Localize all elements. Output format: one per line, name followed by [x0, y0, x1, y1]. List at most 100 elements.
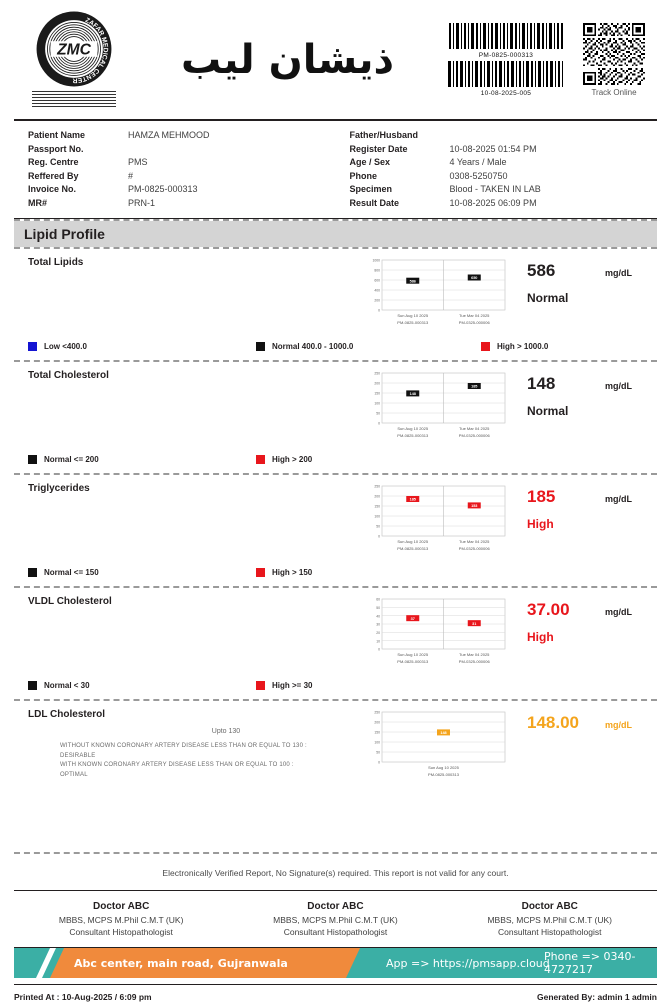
- section-divider-top: [14, 219, 657, 221]
- chart-point: [437, 729, 450, 736]
- svg-text:200: 200: [374, 495, 380, 499]
- svg-text:ZMC: ZMC: [56, 41, 92, 58]
- legend-item: Low <400.0: [28, 342, 256, 351]
- doctor-designation: Consultant Histopathologist: [498, 927, 602, 937]
- chart-point: [467, 383, 481, 389]
- lab-report-page: ZAFAR MEDICAL CENTER ZMC ذيشان ليب: [14, 11, 658, 1002]
- info-label: Reg. Centre: [28, 157, 79, 167]
- svg-text:100: 100: [374, 741, 380, 745]
- result-status: Normal: [527, 291, 569, 305]
- ribbon-app-url[interactable]: App => https://pmsapp.cloud: [386, 956, 550, 970]
- svg-text:37: 37: [411, 617, 415, 621]
- svg-text:250: 250: [374, 372, 380, 376]
- zmc-logo-icon: ZAFAR MEDICAL CENTER ZMC: [36, 11, 112, 87]
- info-row: Father/Husband: [350, 129, 658, 143]
- generated-by: Generated By: admin 1 admin: [537, 992, 657, 1002]
- svg-text:50: 50: [376, 412, 380, 416]
- svg-text:Sun Aug 10 2025: Sun Aug 10 2025: [397, 426, 428, 431]
- legend-label: High > 150: [272, 568, 313, 577]
- barcode-top-label: PM-0825-000313: [478, 51, 534, 59]
- section-title: Lipid Profile: [24, 226, 105, 242]
- svg-text:200: 200: [374, 382, 380, 386]
- legend-swatch-icon: [28, 681, 37, 690]
- svg-text:586: 586: [410, 279, 416, 283]
- info-value: 0308-5250750: [449, 170, 508, 181]
- svg-text:250: 250: [374, 485, 380, 489]
- svg-text:0: 0: [378, 761, 380, 765]
- info-value: 4 Years / Male: [449, 157, 507, 167]
- svg-text:PM-0825-000313: PM-0825-000313: [397, 659, 429, 664]
- doctor-designation: Consultant Histopathologist: [283, 927, 388, 937]
- svg-text:0: 0: [378, 422, 380, 426]
- lab-title-box: ذيشان ليب: [134, 37, 441, 83]
- legend-label: Normal <= 200: [44, 455, 99, 464]
- doctor-designation: Consultant Histopathologist: [69, 927, 173, 937]
- svg-text:250: 250: [374, 711, 380, 715]
- result-status: High: [527, 517, 554, 531]
- svg-text:Sun Aug 10 2025: Sun Aug 10 2025: [397, 313, 428, 318]
- test-divider: [14, 247, 657, 249]
- info-label: Patient Name: [28, 130, 86, 140]
- doctor-name: Doctor ABC: [93, 901, 150, 912]
- header-divider: [14, 119, 657, 121]
- test-note-line: WITHOUT KNOWN CORONARY ARTERY DISEASE LE…: [60, 743, 307, 749]
- test-divider: [14, 360, 657, 362]
- chart-point: [467, 502, 481, 509]
- logo-underlines: [32, 91, 116, 109]
- svg-text:50: 50: [376, 606, 380, 610]
- svg-text:200: 200: [374, 721, 380, 725]
- test-legend: Normal < 30 High >= 30: [14, 675, 657, 695]
- result-unit: mg/dL: [605, 494, 632, 504]
- test-legend: Normal <= 150 High > 150: [14, 562, 657, 582]
- legend-item: Normal <= 150: [28, 568, 256, 577]
- qr-group[interactable]: Track Online: [571, 22, 657, 97]
- info-value: HAMZA MEHMOOD: [128, 130, 210, 140]
- result-unit: mg/dL: [605, 607, 632, 617]
- footer-divider-top: [14, 890, 657, 891]
- print-info-row: Printed At : 10-Aug-2025 / 6:09 pm Gener…: [14, 985, 657, 1002]
- svg-text:400: 400: [374, 289, 380, 293]
- test-row: Total Cholesterol 0 50 100 150 200 250 148 185 Su…: [14, 362, 657, 473]
- result-value: 185: [527, 487, 556, 506]
- info-label: Specimen: [349, 184, 393, 194]
- info-value: 10-08-2025 01:54 PM: [449, 143, 537, 154]
- legend-label: Normal <= 150: [44, 568, 99, 577]
- test-note-line: DESIRABLE: [60, 752, 96, 759]
- patient-info-right: Father/Husband Register Date 10-08-2025 01…: [336, 129, 658, 210]
- svg-text:PM-0825-000313: PM-0825-000313: [428, 772, 460, 777]
- svg-text:1000: 1000: [372, 259, 380, 263]
- result-value: 586: [527, 261, 556, 280]
- legend-swatch-icon: [481, 342, 490, 351]
- info-label: Result Date: [349, 197, 400, 208]
- doctors-row: Doctor ABC MBBS, MCPS M.Phil C.M.T (UK) Co…: [14, 891, 657, 945]
- info-row: Reffered By #: [28, 170, 336, 184]
- svg-text:185: 185: [410, 498, 416, 502]
- info-value: PMS: [128, 157, 148, 167]
- test-name: VLDL Cholesterol: [28, 596, 112, 607]
- test-name: LDL Cholesterol: [28, 709, 106, 720]
- info-value: PM-0825-000313: [128, 184, 198, 194]
- chart-point: [406, 277, 420, 284]
- svg-text:PM-0325-000006: PM-0325-000006: [459, 433, 491, 438]
- track-online-label: Track Online: [591, 87, 637, 97]
- svg-text:50: 50: [376, 751, 380, 755]
- test-note-line: OPTIMAL: [60, 771, 88, 778]
- qr-code-icon[interactable]: [583, 22, 645, 85]
- info-row: Phone 0308-5250750: [350, 170, 658, 184]
- test-note-line: WITH KNOWN CORONARY ARTERY DISEASE LESS …: [60, 762, 294, 768]
- legend-swatch-icon: [256, 455, 265, 464]
- section-header: Lipid Profile: [14, 221, 657, 247]
- chart-point: [406, 615, 420, 622]
- info-value: Blood - TAKEN IN LAB: [449, 184, 541, 194]
- test-name: Total Lipids: [28, 257, 84, 268]
- result-value: 148: [527, 374, 556, 393]
- svg-text:Sun Aug 10 2025: Sun Aug 10 2025: [428, 765, 459, 770]
- legend-swatch-icon: [256, 342, 265, 351]
- svg-text:800: 800: [374, 269, 380, 273]
- legend-item: Normal < 30: [28, 681, 256, 690]
- result-value: 148.00: [527, 713, 579, 732]
- test-divider: [14, 473, 657, 475]
- test-name: Total Cholesterol: [28, 370, 109, 381]
- svg-text:Tue Mar 04 2025: Tue Mar 04 2025: [459, 652, 490, 657]
- info-value: PRN-1: [128, 197, 156, 208]
